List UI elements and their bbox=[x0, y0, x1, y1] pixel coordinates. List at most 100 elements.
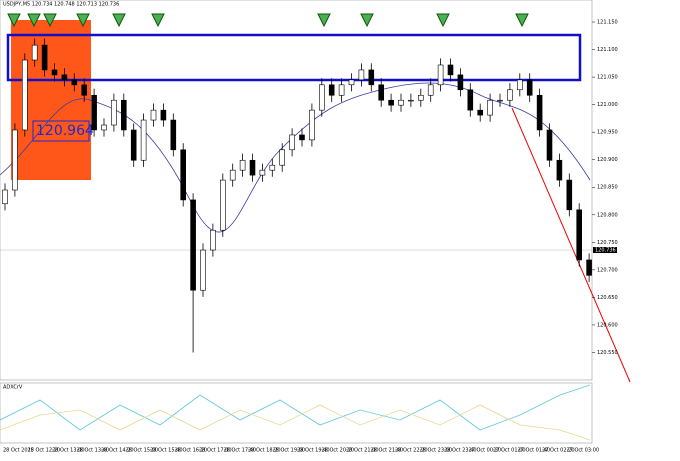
candle-body bbox=[249, 159, 256, 176]
candle-body bbox=[61, 74, 68, 81]
y-tick-label: 121.100 bbox=[597, 47, 618, 53]
candle-body bbox=[31, 44, 38, 61]
price-annotation: 120.964 bbox=[36, 123, 94, 139]
y-tick-label: 120.650 bbox=[597, 295, 618, 301]
y-tick-label: 120.900 bbox=[597, 157, 618, 163]
candle-body bbox=[130, 129, 137, 161]
candle-body bbox=[101, 124, 107, 131]
candle-body bbox=[417, 94, 424, 101]
x-tick-label: 28 Oct 23:40 bbox=[444, 448, 477, 454]
symbol-header: USDJPY,M5 120.734 120.748 120.713 120.73… bbox=[3, 2, 119, 8]
candle-body bbox=[12, 129, 18, 191]
candle-body bbox=[358, 69, 365, 81]
candle-body bbox=[229, 169, 236, 181]
x-tick-label: 28 Oct 17:40 bbox=[224, 448, 257, 454]
candle-body bbox=[556, 159, 563, 181]
candle-body bbox=[51, 69, 58, 76]
candle-body bbox=[318, 84, 325, 111]
x-tick-label: 28 Oct 14:20 bbox=[101, 448, 134, 454]
candle-body bbox=[348, 79, 355, 86]
candle-body bbox=[210, 229, 216, 251]
candle-body bbox=[447, 64, 454, 76]
x-tick-label: 28 Oct 13:40 bbox=[77, 448, 110, 454]
indicator-line bbox=[0, 404, 591, 441]
candle-body bbox=[140, 119, 147, 161]
candle-body bbox=[378, 84, 385, 101]
indicator-line bbox=[0, 384, 591, 431]
y-tick-label: 120.600 bbox=[597, 322, 618, 328]
x-tick-label: 27 Oct 01:00 bbox=[493, 448, 526, 454]
candle-body bbox=[566, 179, 573, 211]
candle-body bbox=[536, 94, 543, 131]
resistance-box bbox=[6, 33, 582, 82]
x-tick-label: 27 Oct 00:20 bbox=[469, 448, 502, 454]
candle-body bbox=[586, 259, 592, 276]
candle-body bbox=[467, 89, 474, 111]
candle-body bbox=[259, 169, 266, 176]
candle-body bbox=[546, 129, 553, 161]
candle-body bbox=[487, 99, 493, 116]
candle-body bbox=[41, 44, 48, 71]
x-tick-label: 28 Oct 21:40 bbox=[371, 448, 404, 454]
candle-body bbox=[111, 99, 117, 126]
price-tag: 120.736 bbox=[595, 248, 616, 254]
candle-body bbox=[279, 149, 286, 166]
candle-body bbox=[328, 84, 335, 96]
y-tick-label: 121.000 bbox=[597, 102, 618, 108]
y-tick-label: 121.050 bbox=[597, 75, 618, 81]
main-frame bbox=[0, 0, 593, 381]
candle-body bbox=[368, 69, 375, 86]
candle-body bbox=[309, 109, 315, 141]
candle-body bbox=[91, 94, 97, 131]
x-tick-label: 27 Oct 01:40 bbox=[518, 448, 551, 454]
x-tick-label: 28 Oct 15:40 bbox=[150, 448, 183, 454]
candle-body bbox=[526, 79, 533, 96]
x-tick-label: 28 Oct 19:00 bbox=[273, 448, 306, 454]
candle-body bbox=[2, 189, 8, 205]
candle-body bbox=[21, 59, 28, 131]
candle-body bbox=[299, 134, 305, 141]
candle-body bbox=[121, 99, 127, 131]
candle-body bbox=[239, 159, 246, 171]
x-tick-label: 28 Oct 17:00 bbox=[199, 448, 232, 454]
x-tick-label: 28 Oct 20:20 bbox=[322, 448, 355, 454]
y-tick-label: 120.700 bbox=[597, 267, 618, 273]
x-tick-label: 28 Oct 19:40 bbox=[297, 448, 330, 454]
annotation-box bbox=[32, 120, 90, 142]
candle-body bbox=[160, 109, 167, 121]
y-tick-label: 121.150 bbox=[597, 20, 618, 26]
y-tick-label: 120.800 bbox=[597, 212, 618, 218]
x-tick-label: 27 Oct 02:20 bbox=[542, 448, 575, 454]
indicator-frame bbox=[0, 382, 593, 444]
trend-line bbox=[511, 107, 631, 383]
x-tick-label: 28 Oct 21:00 bbox=[346, 448, 379, 454]
x-tick-label: 28 Oct 2015 bbox=[3, 448, 34, 454]
moving-average bbox=[0, 82, 591, 233]
candle-body bbox=[200, 249, 206, 291]
candle-body bbox=[427, 84, 434, 96]
candle-body bbox=[150, 109, 157, 121]
candle-body bbox=[180, 149, 186, 201]
candle-body bbox=[289, 134, 295, 151]
candle-body bbox=[269, 164, 276, 171]
candle-body bbox=[190, 199, 196, 291]
x-tick-label: 28 Oct 23:00 bbox=[420, 448, 453, 454]
y-tick-label: 120.950 bbox=[597, 130, 618, 136]
candle-body bbox=[81, 84, 87, 96]
x-tick-label: 28 Oct 13:00 bbox=[52, 448, 85, 454]
candle-body bbox=[388, 99, 394, 106]
signal-arrows bbox=[7, 13, 529, 28]
y-tick-label: 120.550 bbox=[597, 350, 618, 356]
x-tick-label: 28 Oct 15:00 bbox=[126, 448, 159, 454]
candle-body bbox=[516, 79, 523, 91]
x-tick-label: 28 Oct 12:20 bbox=[28, 448, 61, 454]
candle-body bbox=[220, 179, 226, 231]
candle-body bbox=[576, 209, 583, 261]
candle-body bbox=[477, 109, 484, 116]
indicator-header: ADXCrV bbox=[3, 385, 23, 391]
candle-body bbox=[338, 84, 345, 96]
candle-body bbox=[408, 99, 414, 102]
price-tag-bg bbox=[593, 247, 617, 254]
